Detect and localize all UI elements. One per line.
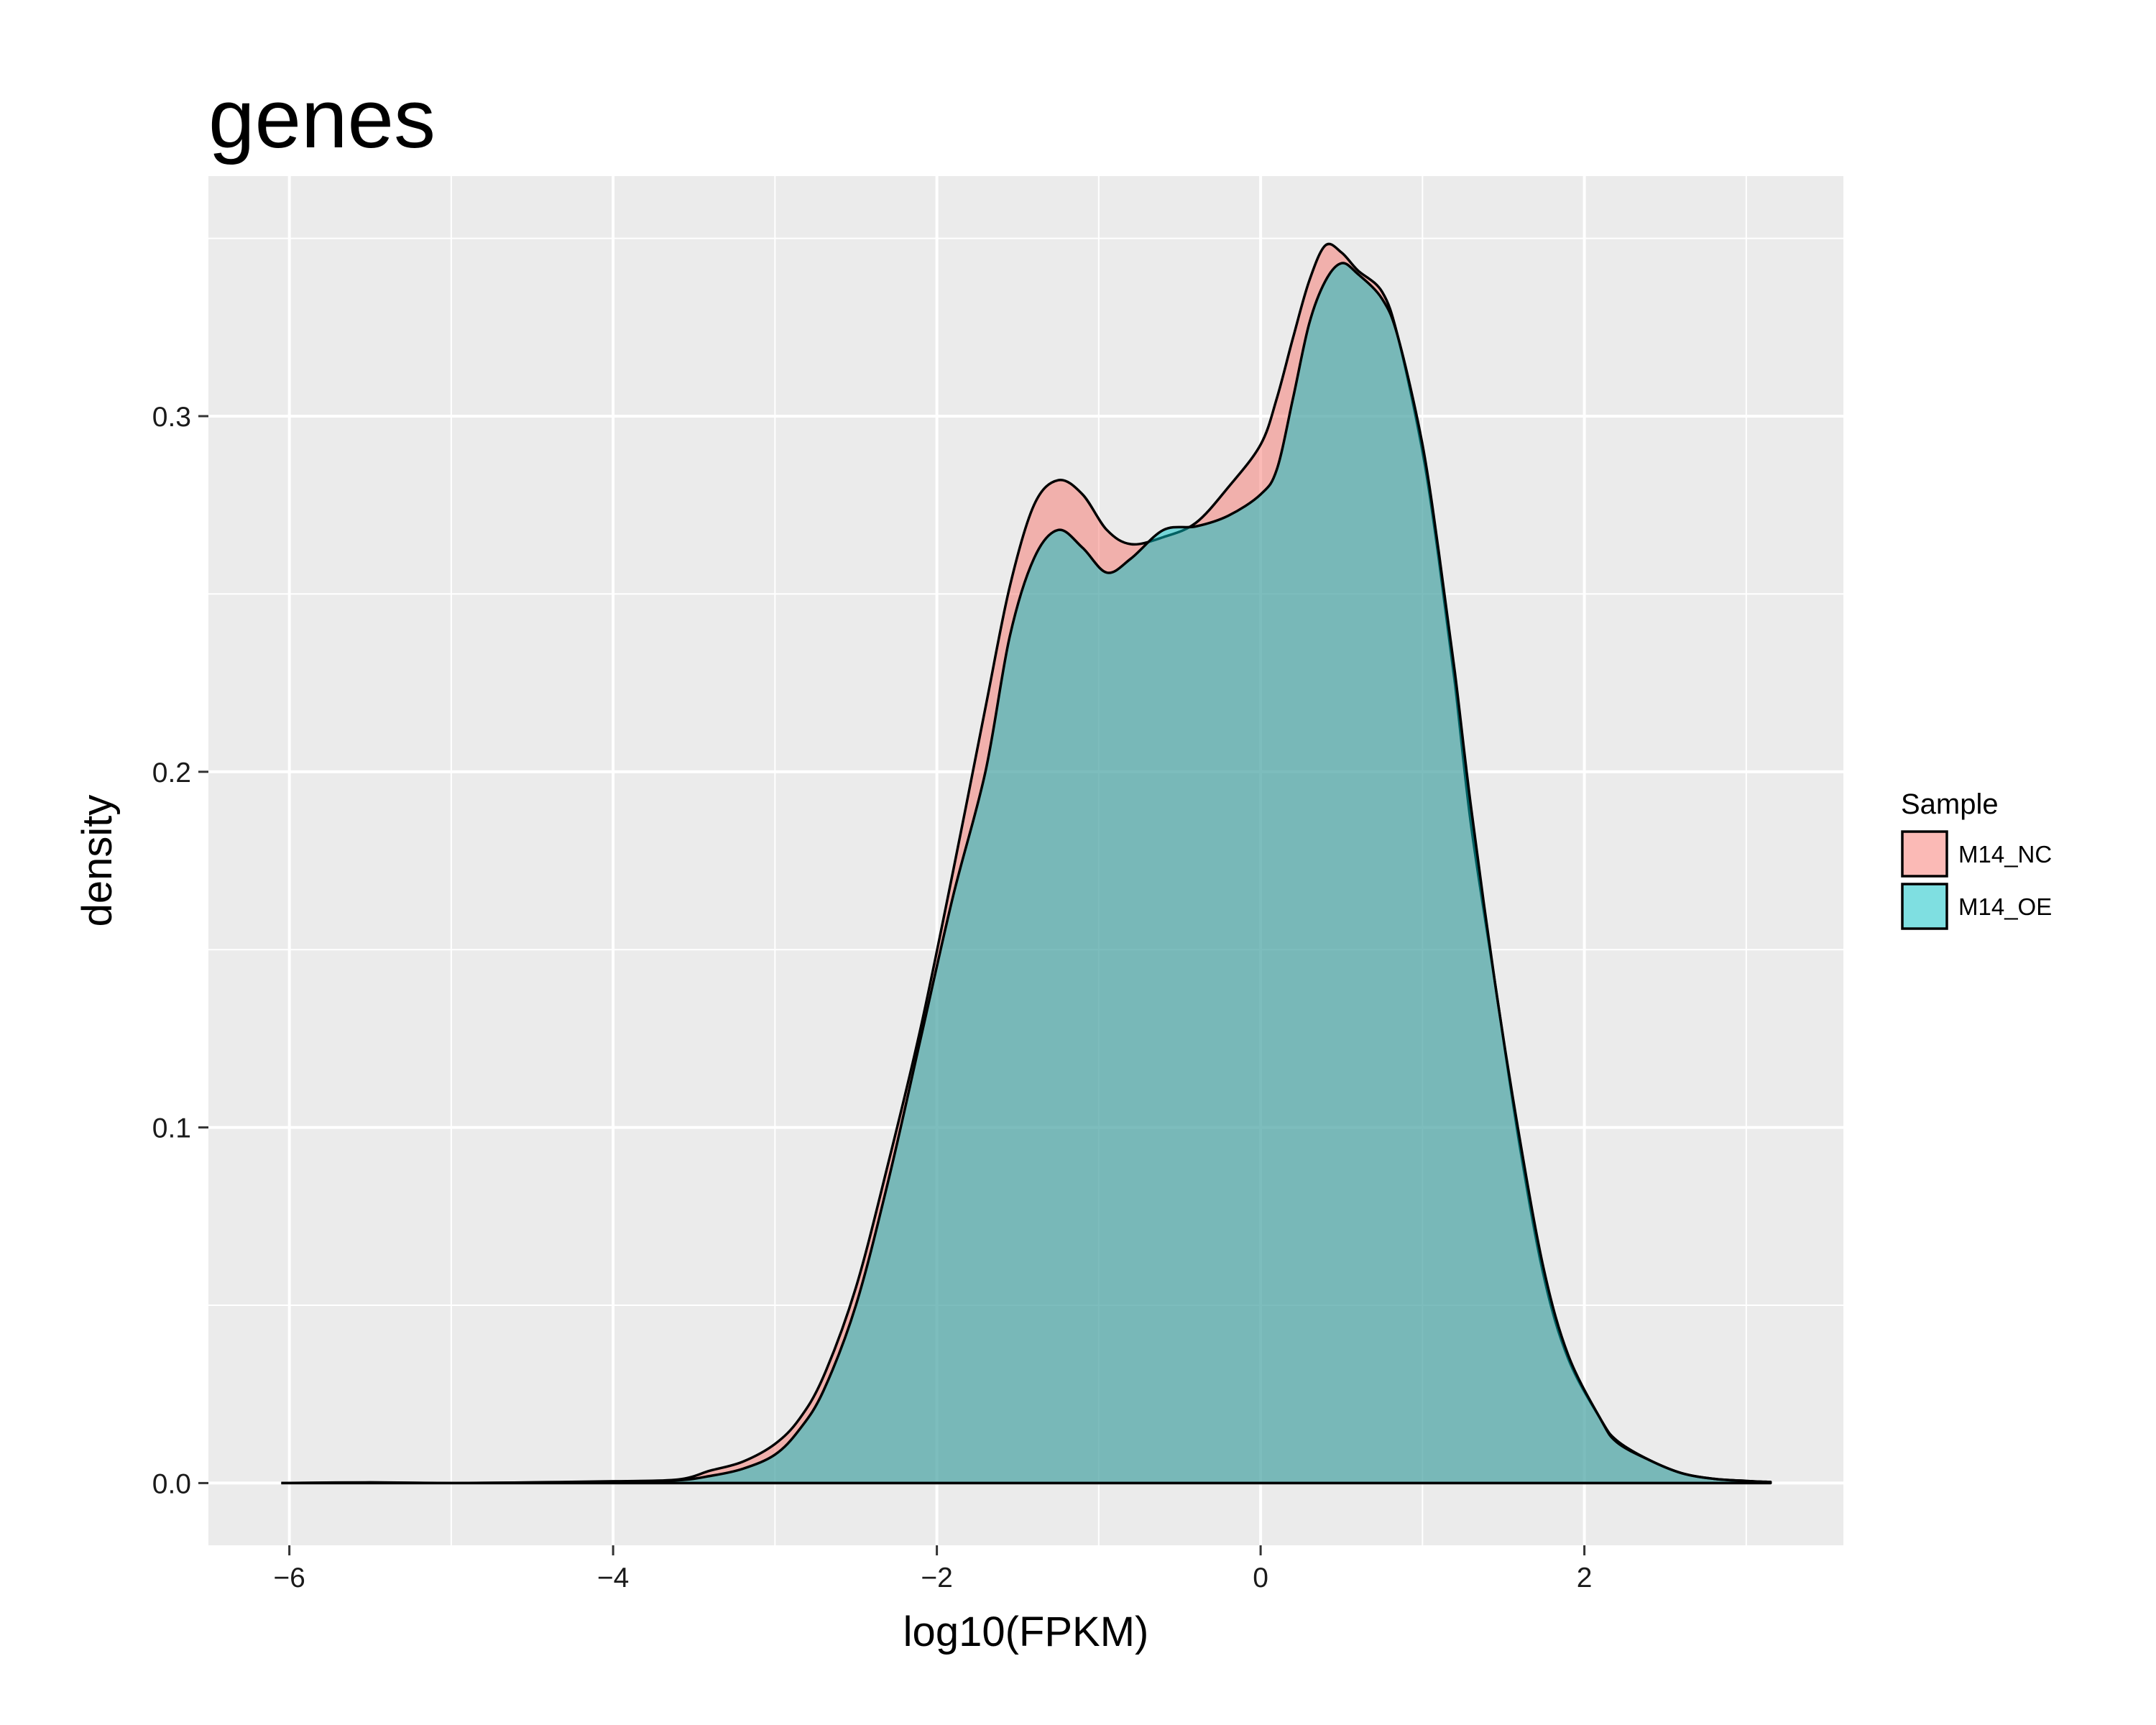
x-axis-title: log10(FPKM): [903, 1609, 1149, 1655]
density-areas: [281, 242, 1772, 1485]
chart-title: genes: [208, 72, 436, 165]
legend: Sample M14_NC M14_OE: [1901, 788, 2052, 930]
x-tick-label: 2: [1577, 1563, 1593, 1593]
axis-ticks: −6 −4 −2 0 2 0.0 0.1 0.2 0.3: [152, 402, 1593, 1593]
legend-label-m14-oe: M14_OE: [1958, 893, 2052, 920]
legend-swatch-m14-oe: [1901, 883, 1948, 930]
y-tick-label: 0.2: [152, 758, 191, 788]
density-area-m14-oe: [281, 263, 1771, 1484]
y-tick-label: 0.3: [152, 402, 191, 433]
density-outline-m14-oe: [281, 262, 1772, 1485]
legend-swatch-m14-nc: [1901, 830, 1948, 878]
y-axis-title: density: [74, 795, 121, 927]
x-tick-label: −4: [597, 1563, 629, 1593]
legend-title: Sample: [1901, 788, 1999, 820]
x-tick-label: −6: [273, 1563, 305, 1593]
legend-label-m14-nc: M14_NC: [1958, 841, 2052, 868]
legend-items: M14_NC M14_OE: [1901, 830, 2052, 930]
x-tick-label: 0: [1253, 1563, 1268, 1593]
y-tick-label: 0.0: [152, 1468, 191, 1499]
x-tick-label: −2: [921, 1563, 952, 1593]
y-tick-label: 0.1: [152, 1113, 191, 1144]
